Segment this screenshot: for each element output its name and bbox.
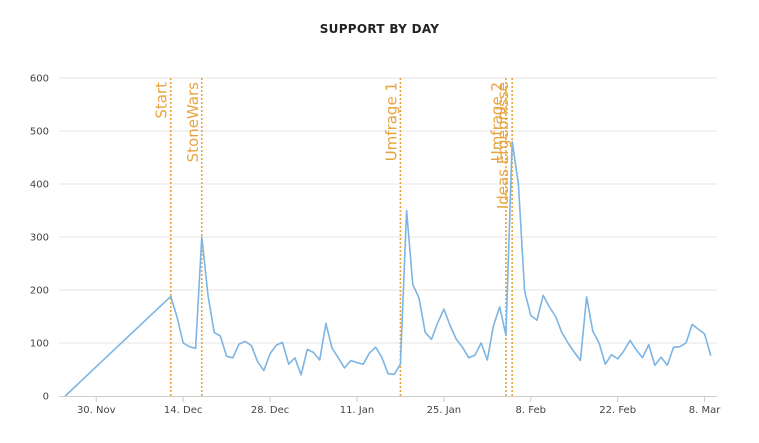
series-line (64, 140, 712, 397)
x-tick-label: 25. Jan (427, 405, 462, 416)
y-tick-label: 300 (30, 233, 49, 244)
y-tick-label: 200 (30, 286, 49, 297)
y-tick-label: 600 (30, 74, 49, 85)
annotation-label: Start (153, 82, 171, 119)
x-tick-label: 8. Mar (689, 405, 721, 416)
x-tick-label: 8. Feb (516, 405, 546, 416)
x-tick-label: 11. Jan (340, 405, 375, 416)
annotation-label: Umfrage 1 (382, 82, 400, 161)
annotation-label: Ideas Ergebnisse (494, 82, 512, 209)
y-tick-label: 500 (30, 127, 49, 138)
y-tick-label: 0 (43, 392, 49, 403)
y-tick-label: 100 (30, 339, 49, 350)
annotation-label: StoneWars (184, 82, 202, 163)
x-tick-label: 30. Nov (77, 405, 116, 416)
annotation-label: Umfrage 2 (488, 82, 506, 161)
x-tick-label: 28. Dec (251, 405, 289, 416)
chart-title: SUPPORT BY DAY (319, 22, 440, 36)
x-tick-label: 14. Dec (164, 405, 202, 416)
y-tick-label: 400 (30, 180, 49, 191)
x-tick-label: 22. Feb (599, 405, 636, 416)
